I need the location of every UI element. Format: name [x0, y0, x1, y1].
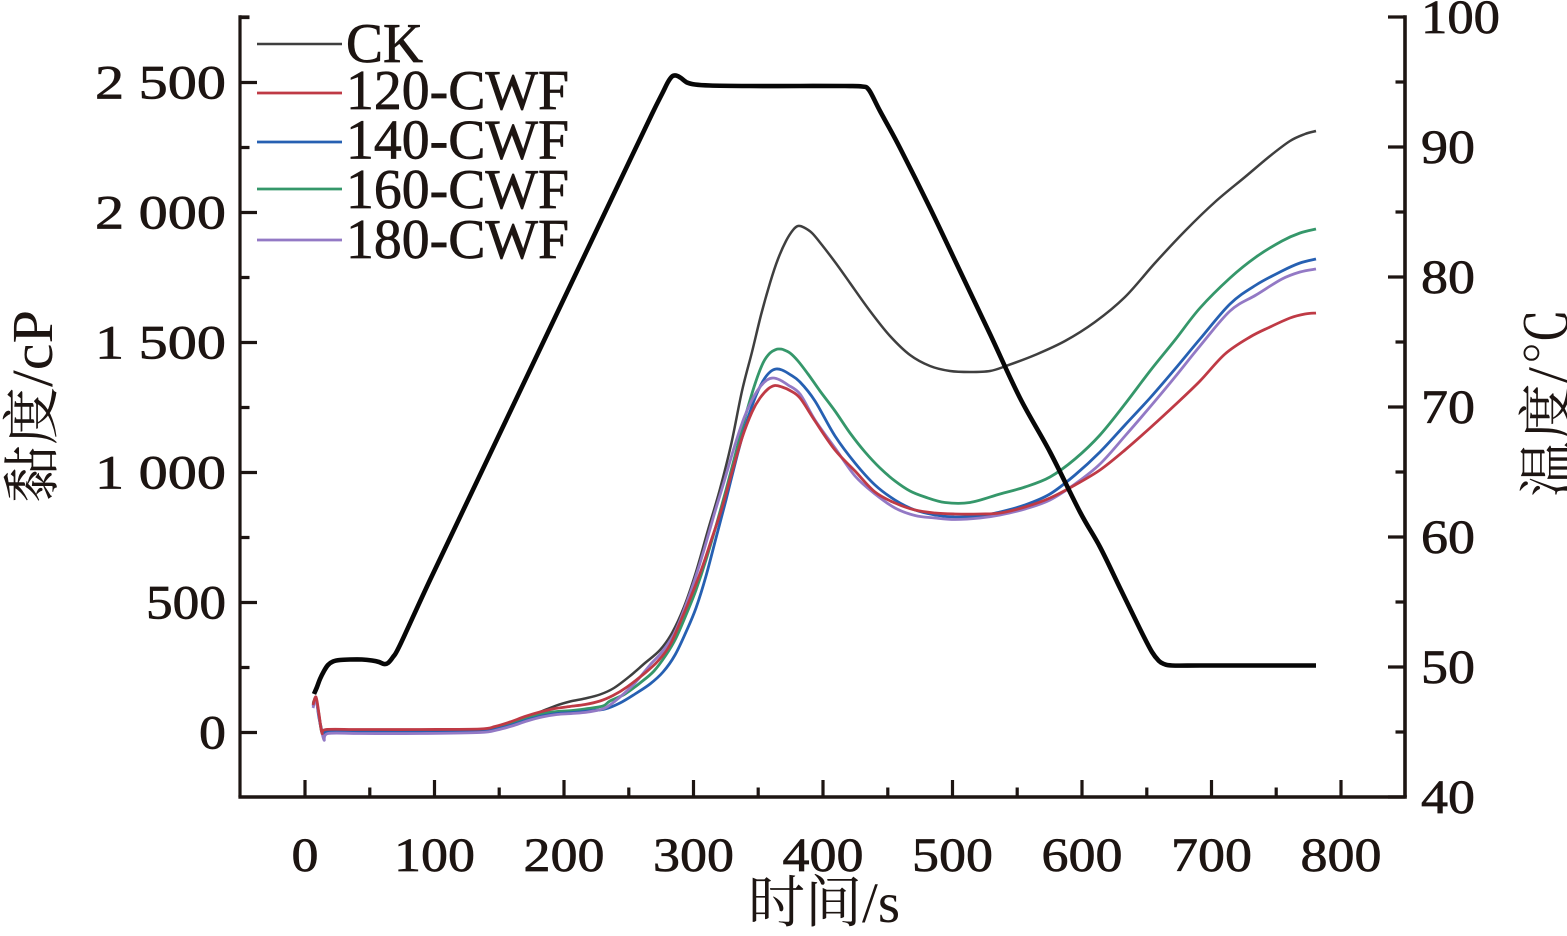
svg-text:140-CWF: 140-CWF — [346, 110, 569, 172]
svg-text:300: 300 — [653, 829, 734, 882]
svg-text:/cP: /cP — [0, 310, 65, 387]
svg-text:180-CWF: 180-CWF — [346, 209, 569, 271]
svg-text:0: 0 — [199, 707, 226, 760]
svg-text:400: 400 — [783, 829, 864, 882]
svg-text:90: 90 — [1421, 121, 1475, 174]
svg-text:0: 0 — [292, 829, 319, 882]
svg-text:2 500: 2 500 — [95, 57, 226, 110]
svg-text:/s: /s — [862, 872, 900, 931]
svg-text:120-CWF: 120-CWF — [346, 60, 569, 122]
svg-text:100: 100 — [394, 829, 475, 882]
svg-text:2 000: 2 000 — [95, 187, 226, 240]
svg-text:50: 50 — [1421, 641, 1475, 694]
svg-text:1 000: 1 000 — [95, 447, 226, 500]
svg-text:800: 800 — [1301, 829, 1382, 882]
svg-text:1 500: 1 500 — [95, 317, 226, 370]
svg-text:500: 500 — [146, 577, 226, 630]
svg-text:/: / — [1517, 367, 1567, 383]
svg-text:200: 200 — [524, 829, 605, 882]
svg-text:80: 80 — [1421, 251, 1475, 304]
svg-text:100: 100 — [1421, 0, 1500, 44]
svg-text:700: 700 — [1171, 829, 1252, 882]
svg-text:70: 70 — [1421, 381, 1475, 434]
svg-text:60: 60 — [1421, 511, 1475, 564]
svg-text:500: 500 — [912, 829, 993, 882]
svg-text:40: 40 — [1421, 771, 1475, 824]
svg-text:600: 600 — [1042, 829, 1123, 882]
svg-text:CK: CK — [346, 13, 423, 75]
svg-text:160-CWF: 160-CWF — [346, 159, 569, 221]
